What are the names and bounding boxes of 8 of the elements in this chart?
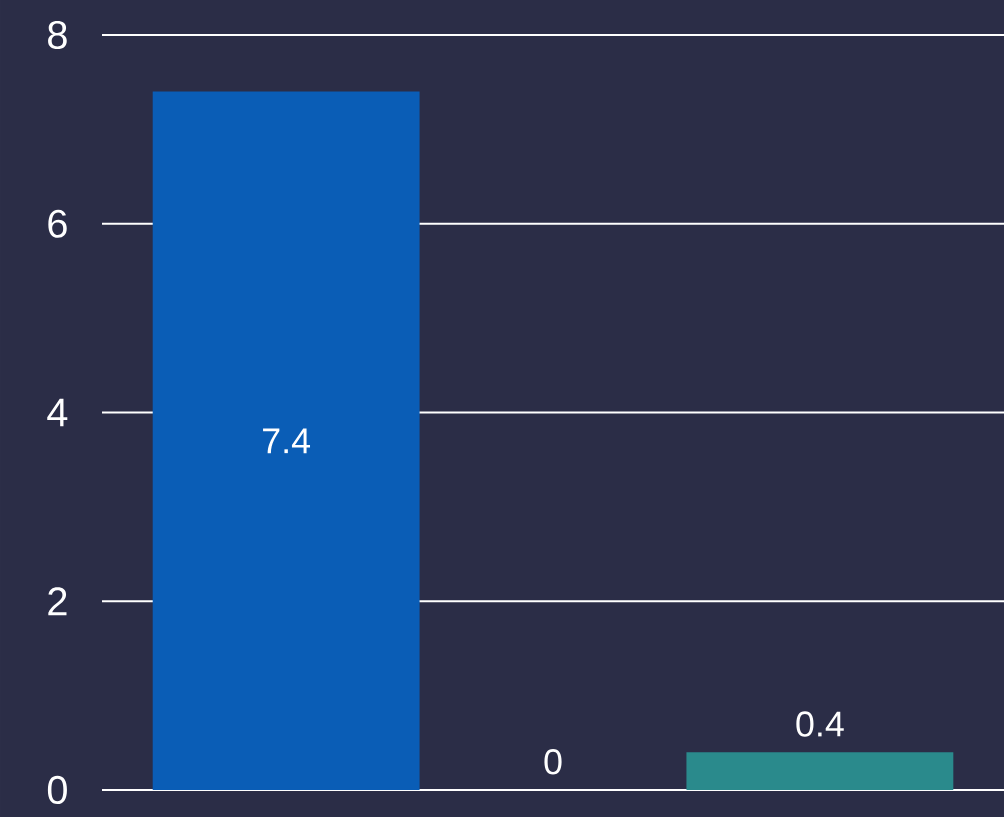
y-tick-label: 6: [48, 209, 67, 238]
y-tick-label: 8: [48, 20, 67, 50]
data-label: 0: [544, 749, 562, 775]
data-label: 7.4: [263, 428, 311, 454]
y-tick-label: 4: [47, 398, 68, 427]
y-tick-label: 2: [48, 587, 67, 616]
y-tick-label: 0: [47, 775, 67, 805]
data-label: 0.4: [796, 711, 844, 737]
